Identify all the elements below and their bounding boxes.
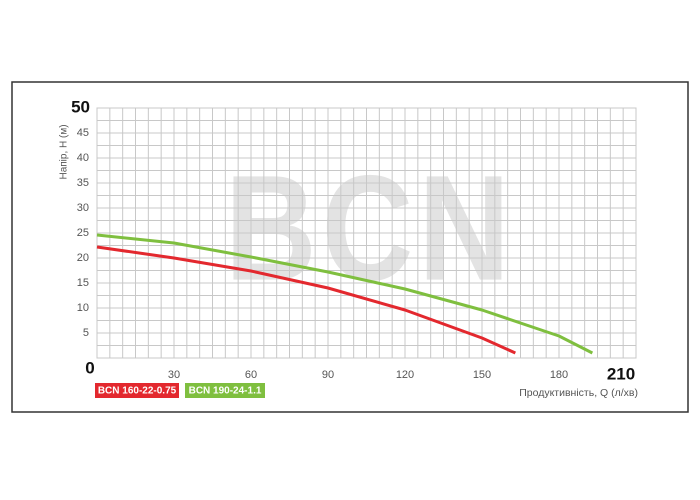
x-tick-label: 180: [550, 369, 568, 381]
x-axis-label: Продуктивність, Q (л/хв): [519, 387, 638, 399]
plot-border: [96, 107, 637, 359]
x-tick-label: 90: [322, 369, 334, 381]
y-axis-label: Напір, Н (м): [59, 124, 70, 179]
legend-swatch: [185, 383, 265, 398]
y-tick-label: 25: [77, 227, 89, 239]
legend-label: BCN 160-22-0.75: [98, 386, 177, 397]
frame: [11, 81, 689, 413]
y-tick-label: 40: [77, 152, 89, 164]
y-tick-label: 45: [77, 127, 89, 139]
series-line: [96, 233, 594, 355]
x-tick-label: 210: [607, 364, 635, 383]
y-tick-label: 35: [77, 177, 89, 189]
x-tick-label: 30: [168, 369, 180, 381]
series-line: [96, 245, 516, 355]
y-tick-label: 50: [71, 97, 90, 116]
y-tick-label: 5: [83, 327, 89, 339]
legend-label: BCN 190-24-1.1: [189, 386, 262, 397]
x-tick-label: 60: [245, 369, 257, 381]
grid: [96, 107, 637, 359]
legend-swatch: [95, 383, 179, 398]
y-tick-label: 30: [77, 202, 89, 214]
y-tick-label: 15: [77, 277, 89, 289]
x-tick-label: 120: [396, 369, 414, 381]
watermark-layer: BCN: [225, 144, 515, 312]
y-tick-label: 10: [77, 302, 89, 314]
y-tick-label: 20: [77, 252, 89, 264]
x-tick-label: 0: [85, 358, 94, 377]
x-tick-label: 150: [473, 369, 491, 381]
watermark: BCN: [225, 144, 515, 312]
